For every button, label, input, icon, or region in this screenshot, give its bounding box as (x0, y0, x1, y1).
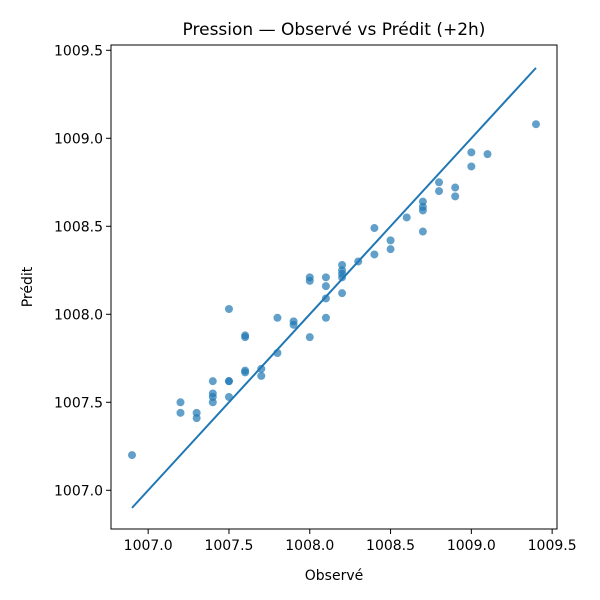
scatter-point (305, 276, 314, 285)
scatter-point (321, 273, 330, 282)
scatter-point (321, 282, 330, 291)
scatter-point (418, 227, 427, 236)
scatter-point (386, 236, 395, 245)
scatter-point (176, 408, 185, 417)
scatter-point (273, 313, 282, 322)
scatter-point (467, 162, 476, 171)
scatter-point (128, 451, 137, 460)
scatter-point (289, 320, 298, 329)
axes-frame (110, 44, 558, 530)
scatter-point (451, 192, 460, 201)
scatter-point (224, 377, 233, 386)
scatter-point (531, 120, 540, 129)
scatter-point (451, 183, 460, 192)
chart-title: Pression — Observé vs Prédit (+2h) (183, 20, 486, 40)
y-axis-ticks: 1007.0 1007.5 1008.0 1008.5 1009.0 1009.5 (54, 43, 111, 499)
x-tick-label: 1009.5 (528, 538, 577, 554)
y-axis-label: Prédit (20, 266, 36, 307)
scatter-point (241, 331, 250, 340)
y-tick-label: 1007.5 (54, 395, 103, 411)
y-tick-label: 1009.0 (54, 131, 103, 147)
y-tick-label: 1009.5 (54, 43, 103, 59)
scatter-point (224, 305, 233, 313)
x-axis-label: Observé (305, 568, 363, 584)
scatter-point (192, 414, 201, 423)
y-tick-label: 1007.0 (54, 483, 103, 499)
x-tick-label: 1009.0 (447, 538, 496, 554)
scatter-point (321, 313, 330, 322)
scatter-point (241, 366, 250, 375)
scatter-point (370, 250, 379, 259)
scatter-point (338, 289, 347, 298)
scatter-point (208, 398, 217, 407)
scatter-point (257, 364, 266, 373)
scatter-point (338, 273, 347, 282)
scatter-point (483, 150, 492, 159)
scatter-point (176, 398, 185, 407)
scatter-point (467, 148, 476, 157)
x-axis-ticks: 1007.0 1007.5 1008.0 1008.5 1009.0 1009.5 (124, 529, 577, 554)
y-tick-label: 1008.0 (54, 307, 103, 323)
scatter-point (435, 187, 444, 196)
plot-area (128, 67, 540, 509)
scatter-point (418, 206, 427, 215)
scatter-point (435, 178, 444, 187)
scatter-point (386, 245, 395, 254)
scatter-point (208, 377, 217, 386)
x-tick-label: 1007.0 (124, 538, 173, 554)
x-tick-label: 1007.5 (204, 538, 253, 554)
y-tick-label: 1008.5 (54, 219, 103, 235)
scatter-point (321, 294, 330, 303)
scatter-point (370, 224, 379, 233)
scatter-point (305, 333, 314, 342)
identity-line (131, 67, 537, 509)
scatter-point (402, 213, 411, 222)
x-tick-label: 1008.5 (366, 538, 415, 554)
x-tick-label: 1008.0 (285, 538, 334, 554)
scatter-point (257, 371, 266, 380)
